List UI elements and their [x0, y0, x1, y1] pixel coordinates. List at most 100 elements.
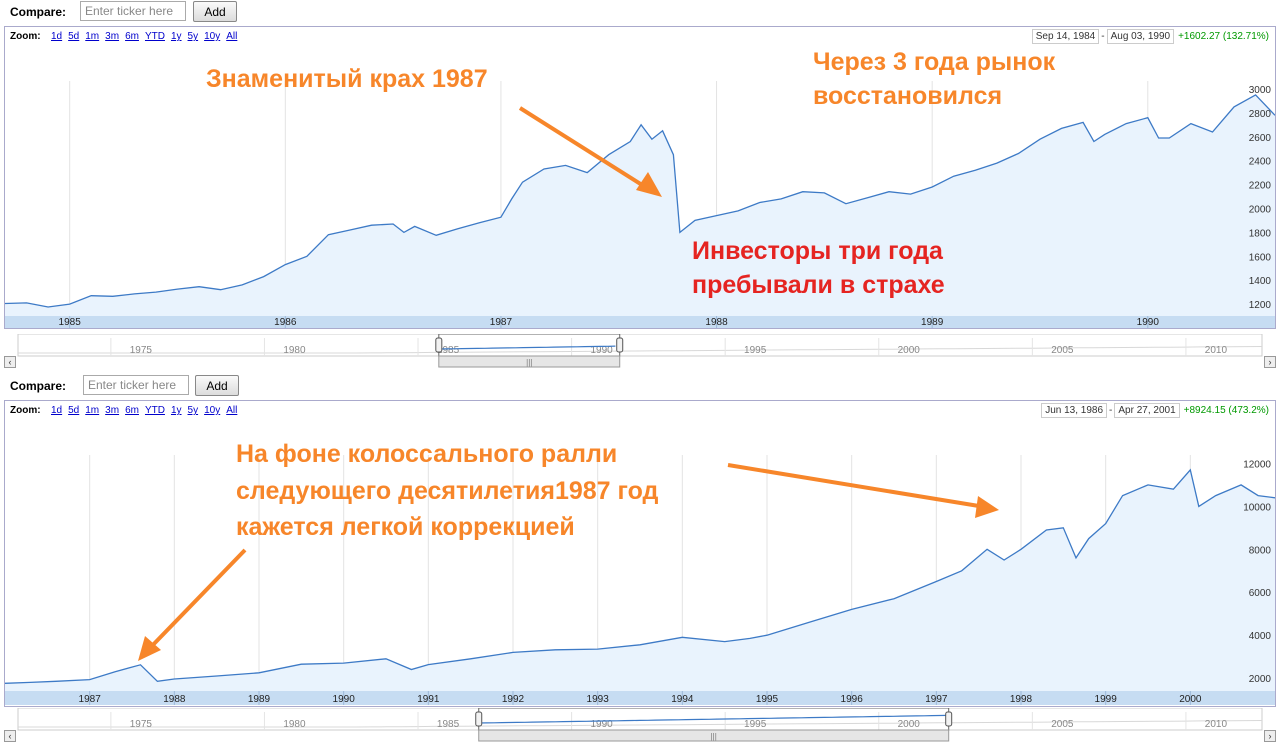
date-range: Jun 13, 1986- Apr 27, 2001 +8924.15 (473.2… — [1041, 403, 1269, 418]
zoom-1m[interactable]: 1m — [85, 31, 100, 42]
x-tick-label: 1997 — [925, 694, 948, 705]
zoom-5d[interactable]: 5d — [68, 405, 80, 416]
chart-panel-1: Compare: Add Zoom: 1d 5d 1m 3m 6m YTD 1y 5y 10y A… — [0, 0, 1280, 372]
y-tick-label: 2000 — [1249, 204, 1272, 215]
navigator-right-handle[interactable] — [616, 337, 624, 353]
navigator-chart-2[interactable]: 1975 1980 1985 1990 1995 2000 2005 2010 ||| — [4, 708, 1276, 742]
range-end[interactable]: Apr 27, 2001 — [1114, 403, 1180, 418]
x-tick-label: 1995 — [756, 694, 779, 705]
compare-bar: Compare: Add — [0, 0, 1280, 24]
x-tick-label: 2000 — [1179, 694, 1202, 705]
chart-box: Zoom: 1d 5d 1m 3m 6m YTD 1y 5y 10y All Jun 13, 19… — [4, 400, 1276, 707]
y-tick-label: 12000 — [1243, 459, 1271, 470]
x-tick-label: 1985 — [59, 317, 82, 328]
zoom-label: Zoom: — [10, 31, 41, 42]
navigator-year-label: 2005 — [1051, 719, 1074, 730]
scroll-right-icon[interactable]: › — [1264, 730, 1276, 742]
x-tick-label: 1996 — [841, 694, 864, 705]
y-tick-label: 8000 — [1249, 545, 1272, 556]
range-end[interactable]: Aug 03, 1990 — [1106, 29, 1175, 44]
x-tick-label: 1993 — [587, 694, 610, 705]
scroll-right-icon[interactable]: › — [1264, 356, 1276, 368]
annotation-crash: Знаменитый крах 1987 — [206, 65, 488, 93]
navigator-year-label: 1995 — [744, 719, 767, 730]
y-tick-label: 3000 — [1249, 85, 1272, 96]
compare-ticker-input[interactable] — [83, 375, 189, 395]
scroll-left-icon[interactable]: ‹ — [4, 730, 16, 742]
x-tick-label: 1987 — [79, 694, 102, 705]
x-axis-band — [5, 691, 1275, 705]
x-tick-label: 1992 — [502, 694, 525, 705]
zoom-5y[interactable]: 5y — [187, 405, 199, 416]
navigator-2: 1975 1980 1985 1990 1995 2000 2005 2010 ||| ‹ › — [4, 708, 1276, 742]
zoom-1y[interactable]: 1y — [170, 31, 182, 42]
zoom-3m[interactable]: 3m — [105, 31, 120, 42]
y-tick-label: 2200 — [1249, 181, 1272, 192]
x-tick-label: 1998 — [1010, 694, 1033, 705]
zoom-row: Zoom: 1d 5d 1m 3m 6m YTD 1y 5y 10y All Jun 13, 19… — [5, 401, 1275, 419]
navigator-right-handle[interactable] — [945, 711, 953, 727]
navigator-year-label: 2010 — [1205, 719, 1228, 730]
zoom-all[interactable]: All — [226, 405, 238, 416]
x-tick-label: 1988 — [163, 694, 186, 705]
y-tick-label: 10000 — [1243, 502, 1271, 513]
navigator-scrollbar-thumb[interactable] — [438, 355, 621, 368]
navigator-left-handle[interactable] — [475, 711, 483, 727]
price-area — [5, 469, 1275, 691]
annotation-rally-3: кажется легкой коррекцией — [236, 513, 575, 541]
navigator-window-line — [478, 714, 948, 724]
annotation-fear-2: пребывали в страхе — [692, 271, 945, 299]
y-tick-label: 2000 — [1249, 674, 1272, 685]
y-tick-label: 2800 — [1249, 109, 1272, 120]
annotation-rally-1: На фоне колоссального ралли — [236, 440, 618, 468]
zoom-1m[interactable]: 1m — [85, 405, 100, 416]
range-change: +8924.15 (473.2%) — [1183, 405, 1269, 416]
x-tick-label: 1986 — [274, 317, 297, 328]
zoom-10y[interactable]: 10y — [204, 31, 221, 42]
range-start[interactable]: Jun 13, 1986 — [1041, 403, 1108, 418]
compare-ticker-input[interactable] — [80, 1, 186, 21]
navigator-line — [18, 720, 1263, 728]
zoom-all[interactable]: All — [226, 31, 238, 42]
zoom-1y[interactable]: 1y — [170, 405, 182, 416]
navigator-scrollbar-thumb[interactable] — [478, 729, 950, 742]
zoom-1d[interactable]: 1d — [51, 405, 63, 416]
compare-bar: Compare: Add — [0, 374, 1280, 398]
x-tick-label: 1987 — [490, 317, 513, 328]
price-chart-1[interactable]: 1200 1400 1600 1800 2000 2200 2400 2600 2800 3000… — [5, 27, 1275, 328]
zoom-1d[interactable]: 1d — [51, 31, 63, 42]
zoom-6m[interactable]: 6m — [125, 31, 139, 42]
annotation-rally-2: следующего десятилетия1987 год — [236, 477, 659, 505]
y-tick-label: 1800 — [1249, 228, 1272, 239]
price-chart-2[interactable]: 2000 4000 6000 8000 10000 12000 1987 1988 1989 19… — [5, 401, 1275, 706]
zoom-10y[interactable]: 10y — [204, 405, 221, 416]
zoom-6m[interactable]: 6m — [125, 405, 139, 416]
price-area — [5, 94, 1275, 317]
zoom-links: 1d 5d 1m 3m 6m YTD 1y 5y 10y All — [51, 405, 243, 416]
zoom-ytd[interactable]: YTD — [144, 405, 165, 416]
zoom-5y[interactable]: 5y — [187, 31, 199, 42]
y-tick-label: 2600 — [1249, 133, 1272, 144]
zoom-3m[interactable]: 3m — [105, 405, 120, 416]
scrollbar-grip-icon: ||| — [526, 358, 532, 367]
range-start[interactable]: Sep 14, 1984 — [1031, 29, 1100, 44]
navigator-left-handle[interactable] — [435, 337, 443, 353]
zoom-5d[interactable]: 5d — [68, 31, 80, 42]
navigator-year-label: 1975 — [130, 345, 153, 356]
x-tick-label: 1988 — [705, 317, 728, 328]
add-ticker-button[interactable]: Add — [195, 375, 239, 396]
navigator-year-label: 1980 — [283, 719, 306, 730]
price-line — [5, 468, 1275, 684]
compare-label: Compare: — [10, 5, 67, 19]
navigator-year-label: 1975 — [130, 719, 153, 730]
scroll-left-icon[interactable]: ‹ — [4, 356, 16, 368]
zoom-label: Zoom: — [10, 405, 41, 416]
zoom-ytd[interactable]: YTD — [144, 31, 165, 42]
x-tick-label: 1989 — [248, 694, 271, 705]
navigator-line — [18, 346, 1263, 354]
navigator-chart-1[interactable]: 1975 1980 1985 1990 1995 2000 2005 2010 ||| — [4, 334, 1276, 368]
navigator-window-line — [438, 345, 616, 350]
chart-box: Zoom: 1d 5d 1m 3m 6m YTD 1y 5y 10y All Sep 14, 19… — [4, 26, 1276, 329]
annotation-recovered-2: восстановился — [813, 82, 1003, 110]
add-ticker-button[interactable]: Add — [193, 1, 237, 22]
